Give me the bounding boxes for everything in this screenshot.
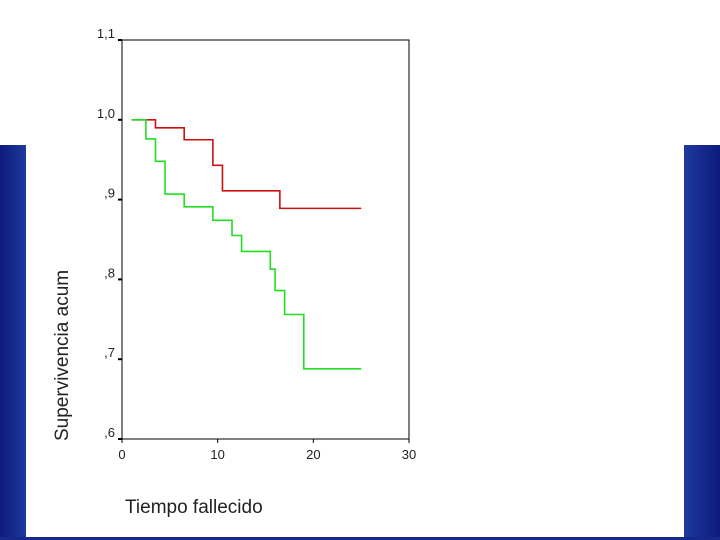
- x-tick-label: 30: [402, 447, 416, 462]
- survival-curve-1: [131, 119, 362, 210]
- plot-frame: [121, 39, 410, 440]
- y-tick-label: ,8: [104, 265, 115, 280]
- bottom-blue-band: [0, 537, 720, 540]
- survival-curve-2: [131, 119, 362, 370]
- x-axis-ticks: 0 10 20 30: [118, 439, 416, 462]
- x-tick-label: 0: [118, 447, 125, 462]
- y-tick-label: ,7: [104, 345, 115, 360]
- y-tick-label: ,9: [104, 186, 115, 201]
- y-tick-label: 1,1: [97, 26, 115, 41]
- x-tick-label: 10: [210, 447, 224, 462]
- y-tick-label: 1,0: [97, 106, 115, 121]
- y-axis-ticks: ,6 ,7 ,8 ,9 1,0 1,1: [97, 26, 122, 440]
- y-axis-title: Supervivencia acum: [52, 270, 73, 441]
- y-tick-label: ,6: [104, 425, 115, 440]
- right-blue-band: [684, 145, 720, 540]
- x-tick-label: 20: [306, 447, 320, 462]
- series-layer: [131, 119, 362, 370]
- x-axis-title: Tiempo fallecido: [125, 497, 263, 518]
- left-blue-band: [0, 145, 26, 540]
